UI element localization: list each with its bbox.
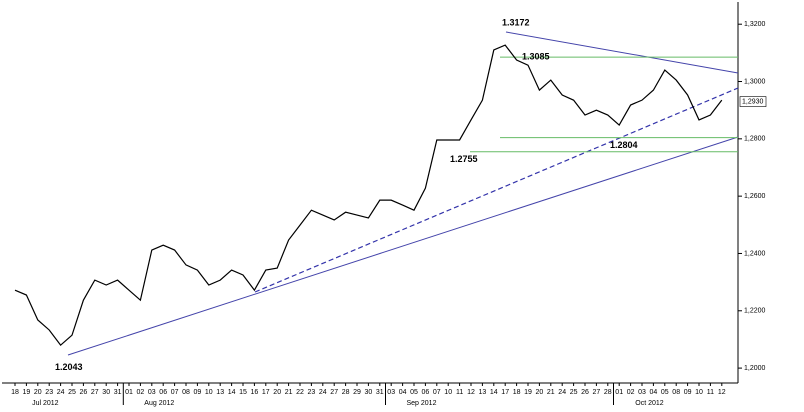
- x-tick-label: 28: [604, 389, 612, 396]
- x-tick-label: 12: [467, 389, 475, 396]
- x-tick-label: 10: [205, 389, 213, 396]
- x-tick-label: 24: [319, 389, 327, 396]
- x-tick-label: 09: [684, 389, 692, 396]
- x-tick-label: 04: [399, 389, 407, 396]
- month-label: Aug 2012: [144, 400, 174, 407]
- x-tick-label: 08: [672, 389, 680, 396]
- month-label: Jul 2012: [32, 400, 59, 407]
- x-tick-label: 31: [114, 389, 122, 396]
- price-line: [14, 44, 723, 347]
- y-tick-label: 1,3000: [744, 78, 766, 85]
- month-label: Sep 2012: [407, 400, 437, 407]
- annotation: 1.2043: [55, 362, 83, 372]
- x-tick-label: 10: [695, 389, 703, 396]
- x-tick-label: 16: [251, 389, 259, 396]
- y-tick-label: 1,2600: [744, 193, 766, 200]
- annotation: 1.3172: [502, 18, 530, 28]
- x-tick-label: 25: [570, 389, 578, 396]
- x-tick-label: 20: [34, 389, 42, 396]
- x-tick-label: 01: [125, 389, 133, 396]
- x-tick-label: 20: [536, 389, 544, 396]
- x-tick-label: 04: [650, 389, 658, 396]
- x-tick-label: 27: [330, 389, 338, 396]
- x-tick-label: 30: [365, 389, 373, 396]
- dashed-trendline: [254, 87, 739, 293]
- y-tick-label: 1,2400: [744, 250, 766, 257]
- annotation: 1.2755: [450, 154, 478, 164]
- x-tick-label: 17: [262, 389, 270, 396]
- x-tick-label: 05: [661, 389, 669, 396]
- x-tick-label: 06: [159, 389, 167, 396]
- x-tick-label: 30: [102, 389, 110, 396]
- y-tick-label: 1,2200: [744, 308, 766, 315]
- x-tick-label: 27: [593, 389, 601, 396]
- x-tick-label: 11: [456, 389, 463, 396]
- x-tick-label: 24: [558, 389, 566, 396]
- x-tick-label: 14: [228, 389, 236, 396]
- x-tick-label: 14: [490, 389, 498, 396]
- x-tick-label: 22: [296, 389, 304, 396]
- x-tick-label: 26: [581, 389, 589, 396]
- x-tick-label: 28: [342, 389, 350, 396]
- x-tick-label: 07: [433, 389, 441, 396]
- x-tick-label: 21: [285, 389, 293, 396]
- x-tick-label: 11: [707, 389, 714, 396]
- last-price-box: [739, 96, 767, 107]
- y-tick-label: 1,2800: [744, 136, 766, 143]
- x-tick-label: 24: [57, 389, 65, 396]
- x-tick-label: 12: [718, 389, 726, 396]
- month-label: Oct 2012: [635, 400, 664, 407]
- support-trendline: [67, 136, 739, 356]
- x-tick-label: 19: [23, 389, 31, 396]
- x-tick-label: 18: [513, 389, 521, 396]
- x-tick-label: 09: [194, 389, 202, 396]
- resistance-trendline: [505, 31, 739, 74]
- x-tick-label: 02: [627, 389, 635, 396]
- x-tick-label: 21: [547, 389, 555, 396]
- x-tick-label: 13: [479, 389, 487, 396]
- x-tick-label: 29: [353, 389, 361, 396]
- x-tick-label: 18: [11, 389, 19, 396]
- x-tick-label: 07: [171, 389, 179, 396]
- x-tick-label: 03: [387, 389, 395, 396]
- annotation: 1.3085: [522, 52, 550, 62]
- x-tick-label: 19: [524, 389, 532, 396]
- x-tick-label: 05: [410, 389, 418, 396]
- annotation: 1.2804: [610, 140, 638, 150]
- x-tick-label: 03: [148, 389, 156, 396]
- x-tick-label: 08: [182, 389, 190, 396]
- x-tick-label: 01: [615, 389, 623, 396]
- x-tick-label: 26: [80, 389, 88, 396]
- x-tick-label: 23: [308, 389, 316, 396]
- last-price-label: 1,2930: [742, 98, 764, 105]
- x-tick-label: 27: [91, 389, 99, 396]
- x-tick-label: 17: [501, 389, 509, 396]
- x-tick-label: 25: [68, 389, 76, 396]
- y-tick-label: 1,3200: [744, 21, 766, 28]
- x-tick-label: 03: [638, 389, 646, 396]
- x-tick-label: 15: [239, 389, 247, 396]
- x-tick-label: 13: [216, 389, 224, 396]
- x-tick-label: 02: [137, 389, 145, 396]
- x-tick-label: 10: [444, 389, 452, 396]
- x-tick-label: 23: [45, 389, 53, 396]
- y-tick-label: 1,2000: [744, 365, 766, 372]
- x-tick-label: 20: [273, 389, 281, 396]
- x-tick-label: 31: [376, 389, 384, 396]
- x-tick-label: 06: [422, 389, 430, 396]
